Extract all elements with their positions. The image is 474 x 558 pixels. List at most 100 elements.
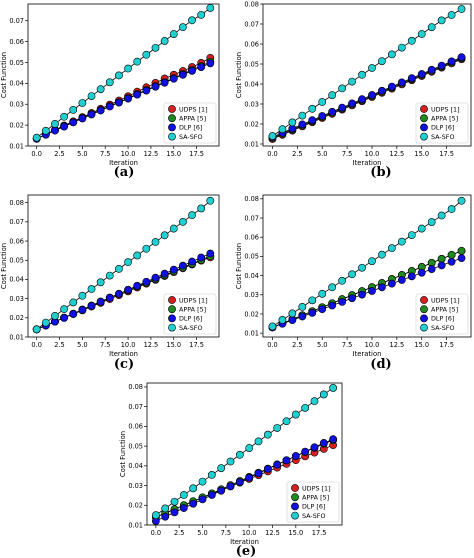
data-point <box>226 457 235 466</box>
y-tick-label: 0.02 <box>244 310 259 318</box>
data-point <box>198 495 207 504</box>
data-point <box>78 291 87 300</box>
legend-label: APPA [5] <box>302 494 329 502</box>
data-point <box>407 231 416 240</box>
data-point <box>282 456 291 465</box>
data-point <box>133 57 142 66</box>
data-point <box>417 268 426 277</box>
data-point <box>197 204 206 213</box>
data-point <box>160 231 169 240</box>
data-point <box>254 437 263 446</box>
panel-label: (a) <box>114 165 135 180</box>
x-tick-label: 10.0 <box>365 150 380 158</box>
y-tick-label: 0.02 <box>9 121 24 129</box>
x-axis-title: Iteration <box>109 350 138 358</box>
data-point <box>179 504 188 512</box>
data-point <box>328 107 337 116</box>
data-point <box>427 218 436 226</box>
x-tick-label: 0.0 <box>267 150 278 158</box>
data-point <box>368 64 376 72</box>
data-point <box>338 276 347 285</box>
y-tick-label: 0.07 <box>244 214 259 222</box>
y-tick-label: 0.06 <box>244 234 259 242</box>
data-point <box>160 269 169 278</box>
data-point <box>206 4 215 12</box>
y-axis-title: Cost Function <box>119 431 127 477</box>
x-tick-label: 5.0 <box>197 529 208 537</box>
y-tick-label: 0.06 <box>9 38 24 46</box>
plot-frame <box>146 382 343 526</box>
data-point <box>407 272 416 281</box>
data-point <box>160 78 169 87</box>
y-tick-label: 0.08 <box>244 0 259 8</box>
legend: UDPS [1] APPA [5]DLP [6]SA-SFO <box>286 481 340 523</box>
data-point <box>328 91 337 100</box>
data-point <box>387 82 396 91</box>
x-tick-label: 5.0 <box>317 341 328 349</box>
legend-marker <box>168 132 176 141</box>
data-point <box>133 251 142 260</box>
x-tick-label: 12.5 <box>390 150 405 158</box>
x-tick-label: 7.5 <box>100 341 111 349</box>
x-tick-label: 0.0 <box>151 529 162 537</box>
data-point <box>60 112 68 121</box>
legend-label: DLP [6] <box>431 315 454 323</box>
data-point <box>96 278 105 287</box>
series <box>32 196 215 334</box>
data-point <box>263 430 272 439</box>
panel-label: (e) <box>236 544 257 558</box>
legend-label: UDPS [1] <box>179 296 208 304</box>
data-point <box>368 287 376 295</box>
x-tick-label: 17.5 <box>312 529 327 537</box>
data-point <box>124 64 132 73</box>
data-point <box>254 469 263 478</box>
y-tick-label: 0.06 <box>128 423 143 431</box>
y-axis-title: Cost Function <box>235 52 243 98</box>
y-tick-label: 0.07 <box>9 218 24 226</box>
y-tick-label: 0.04 <box>244 272 259 280</box>
data-point <box>288 118 297 127</box>
series <box>268 254 466 332</box>
data-point <box>179 70 187 79</box>
data-point <box>60 122 68 131</box>
data-point <box>69 310 78 318</box>
data-point <box>151 82 160 91</box>
data-point <box>41 126 50 135</box>
y-tick-label: 0.03 <box>9 295 24 303</box>
data-point <box>206 196 215 205</box>
y-tick-label: 0.06 <box>244 40 259 48</box>
data-point <box>217 486 226 495</box>
data-point <box>124 258 132 267</box>
legend-label: DLP [6] <box>302 503 325 511</box>
legend-marker <box>291 484 299 492</box>
data-point <box>32 325 41 334</box>
series <box>268 196 466 331</box>
data-point <box>235 478 244 486</box>
panel-label: (d) <box>370 357 391 372</box>
x-tick-label: 5.0 <box>77 341 88 349</box>
series <box>151 384 338 520</box>
data-point <box>301 447 310 456</box>
series <box>32 249 215 334</box>
data-point <box>32 133 41 142</box>
data-point <box>160 37 169 45</box>
data-point <box>417 30 426 38</box>
data-point <box>378 86 386 95</box>
data-point <box>319 390 328 399</box>
x-tick-label: 17.5 <box>189 150 204 158</box>
data-point <box>348 77 356 86</box>
data-point <box>268 132 277 140</box>
data-point <box>447 205 456 213</box>
data-point <box>282 417 291 426</box>
data-point <box>417 70 426 78</box>
legend-box <box>415 102 469 144</box>
y-axis-title: Cost Function <box>0 243 8 289</box>
data-point <box>338 297 347 306</box>
data-point <box>298 302 307 311</box>
data-point <box>188 66 196 75</box>
data-point <box>329 435 338 444</box>
legend-marker <box>420 123 428 132</box>
data-point <box>198 477 207 486</box>
legend-box <box>286 481 340 523</box>
data-point <box>273 424 282 432</box>
